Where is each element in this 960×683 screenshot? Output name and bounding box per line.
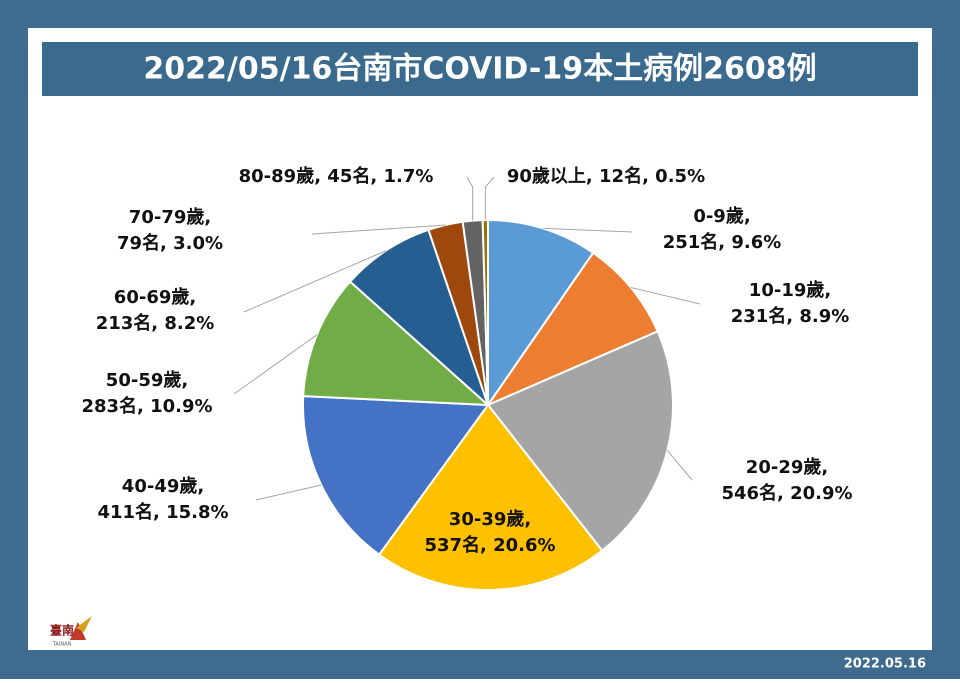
data-label-line: 213名, 8.2% <box>96 312 215 334</box>
data-label-line: 411名, 15.8% <box>97 501 228 523</box>
logo-icon <box>76 616 92 632</box>
data-label: 80-89歲, 45名, 1.7% <box>239 165 434 187</box>
pie-slice <box>302 280 491 407</box>
data-label-line: 537名, 20.6% <box>424 534 555 556</box>
data-label-line: 283名, 10.9% <box>81 395 212 417</box>
data-label-line: 40-49歲, <box>122 475 204 497</box>
pie-slice <box>377 403 604 591</box>
leader-line <box>543 227 633 233</box>
data-label: 30-39歲, 537名, 20.6% <box>424 508 555 556</box>
data-label-line: 0-9歲, <box>693 205 750 227</box>
chart-title: 2022/05/16台南市COVID-19本土病例2608例 <box>143 52 816 87</box>
data-label: 70-79歲, 79名, 3.0% <box>117 206 223 254</box>
pie-slice <box>302 395 490 557</box>
data-label-line: 30-39歲, <box>449 508 531 530</box>
data-label-line: 70-79歲, <box>129 206 211 228</box>
leader-line <box>666 450 693 481</box>
data-label-line: 231名, 8.9% <box>731 305 850 327</box>
date: 2022.05.16 <box>844 657 926 672</box>
data-label: 10-19歲, 231名, 8.9% <box>731 279 850 327</box>
data-label-line: 10-19歲, <box>749 279 831 301</box>
data-label-line: 20-29歲, <box>746 456 828 478</box>
leader-line <box>630 287 701 305</box>
data-label: 50-59歲, 283名, 10.9% <box>81 369 212 417</box>
logo-icon <box>70 622 86 640</box>
logo-subtitle: TAINAN <box>52 642 72 648</box>
data-label-line: 251名, 9.6% <box>663 231 782 253</box>
data-label-line: 80-89歲, 45名, 1.7% <box>239 165 434 187</box>
data-label-line: 79名, 3.0% <box>117 232 223 254</box>
data-label-line: 60-69歲, <box>114 286 196 308</box>
data-label-line: 50-59歲, <box>106 369 188 391</box>
data-label: 0-9歲, 251名, 9.6% <box>663 205 782 253</box>
leader-line <box>233 334 318 395</box>
data-label: 60-69歲, 213名, 8.2% <box>96 286 215 334</box>
data-label: 20-29歲, 546名, 20.9% <box>721 456 852 504</box>
data-label-line: 90歲以上, 12名, 0.5% <box>507 165 705 187</box>
leader-line <box>311 224 446 235</box>
leader-line <box>243 250 387 313</box>
title-bar <box>42 42 918 96</box>
logo-name: 臺南 <box>50 623 74 638</box>
leader-line <box>466 176 474 221</box>
leader-line <box>484 176 495 221</box>
data-label: 40-49歲, 411名, 15.8% <box>97 475 228 523</box>
leader-line <box>255 484 322 501</box>
data-label-line: 546名, 20.9% <box>721 482 852 504</box>
pie-slice <box>348 228 491 409</box>
data-label: 90歲以上, 12名, 0.5% <box>507 165 705 187</box>
